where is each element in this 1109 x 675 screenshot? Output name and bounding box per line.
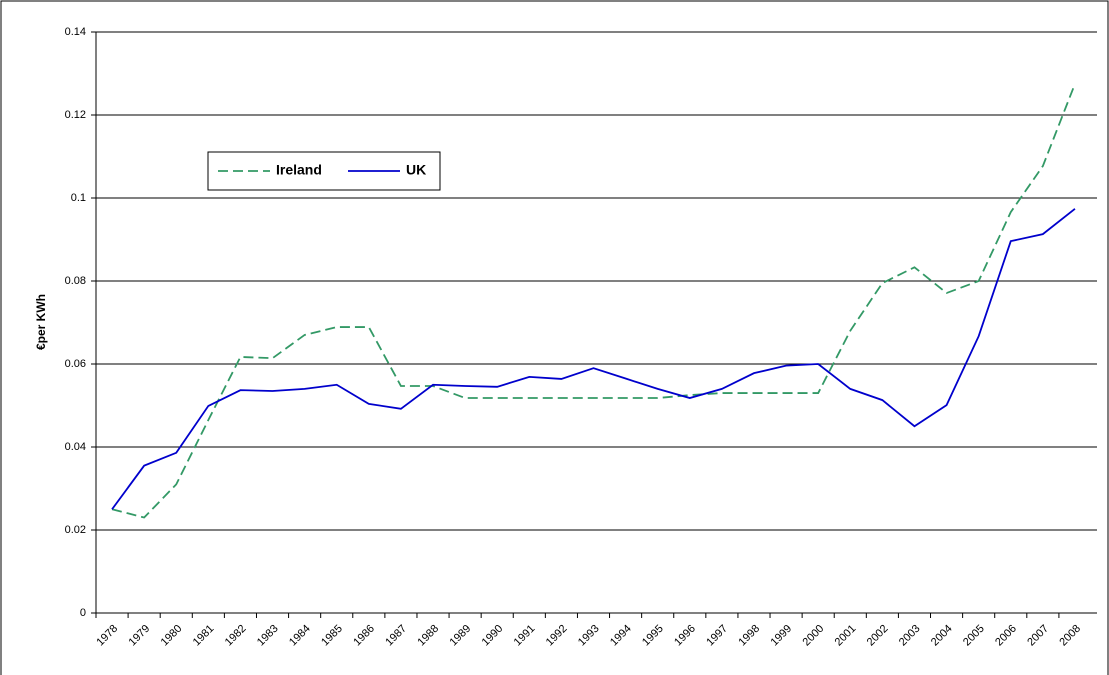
y-axis-label: €per KWh bbox=[34, 294, 48, 350]
legend-label: UK bbox=[406, 162, 426, 178]
x-tick-label: 2005 bbox=[961, 623, 987, 649]
x-tick-label: 2000 bbox=[801, 623, 827, 649]
x-tick-label: 2004 bbox=[929, 623, 955, 649]
x-tick-label: 1984 bbox=[287, 623, 313, 649]
x-tick-label: 1979 bbox=[127, 623, 153, 649]
x-tick-label: 1982 bbox=[223, 623, 249, 649]
x-tick-label: 1997 bbox=[704, 623, 730, 649]
legend-label: Ireland bbox=[276, 162, 322, 178]
x-tick-label: 2007 bbox=[1025, 623, 1051, 649]
y-tick-label: 0.1 bbox=[71, 192, 86, 204]
x-tick-label: 1980 bbox=[159, 623, 185, 649]
x-tick-label: 2003 bbox=[897, 623, 923, 649]
line-series bbox=[111, 208, 1076, 510]
x-tick-label: 1983 bbox=[255, 623, 281, 649]
x-tick-label: 1994 bbox=[608, 623, 634, 649]
x-tick-label: 1990 bbox=[480, 623, 506, 649]
x-tick-label: 2006 bbox=[993, 623, 1019, 649]
x-tick-label: 1995 bbox=[640, 623, 666, 649]
x-tick-label: 2001 bbox=[833, 623, 859, 649]
y-tick-label: 0.02 bbox=[65, 524, 86, 536]
y-tick-label: 0.14 bbox=[65, 26, 86, 38]
y-tick-label: 0.12 bbox=[65, 109, 86, 121]
x-tick-label: 1993 bbox=[576, 623, 602, 649]
x-tick-label: 1985 bbox=[319, 623, 345, 649]
x-tick-label: 1987 bbox=[383, 623, 409, 649]
x-tick-label: 1991 bbox=[512, 623, 538, 649]
y-tick-label: 0.06 bbox=[65, 358, 86, 370]
legend-box bbox=[207, 151, 441, 191]
y-tick-label: 0.08 bbox=[65, 275, 86, 287]
y-tick-label: 0.04 bbox=[65, 441, 86, 453]
x-tick-label: 1992 bbox=[544, 623, 570, 649]
x-tick-label: 1981 bbox=[191, 623, 217, 649]
x-tick-label: 2008 bbox=[1057, 623, 1083, 649]
x-tick-label: 1988 bbox=[415, 623, 441, 649]
y-tick-label: 0 bbox=[80, 607, 86, 619]
x-tick-label: 1989 bbox=[447, 623, 473, 649]
line-series bbox=[111, 83, 1076, 519]
x-tick-label: 1996 bbox=[672, 623, 698, 649]
x-tick-label: 1999 bbox=[768, 623, 794, 649]
x-tick-label: 1978 bbox=[94, 623, 120, 649]
x-tick-label: 1998 bbox=[736, 623, 762, 649]
x-tick-label: 1986 bbox=[351, 623, 377, 649]
x-tick-label: 2002 bbox=[865, 623, 891, 649]
